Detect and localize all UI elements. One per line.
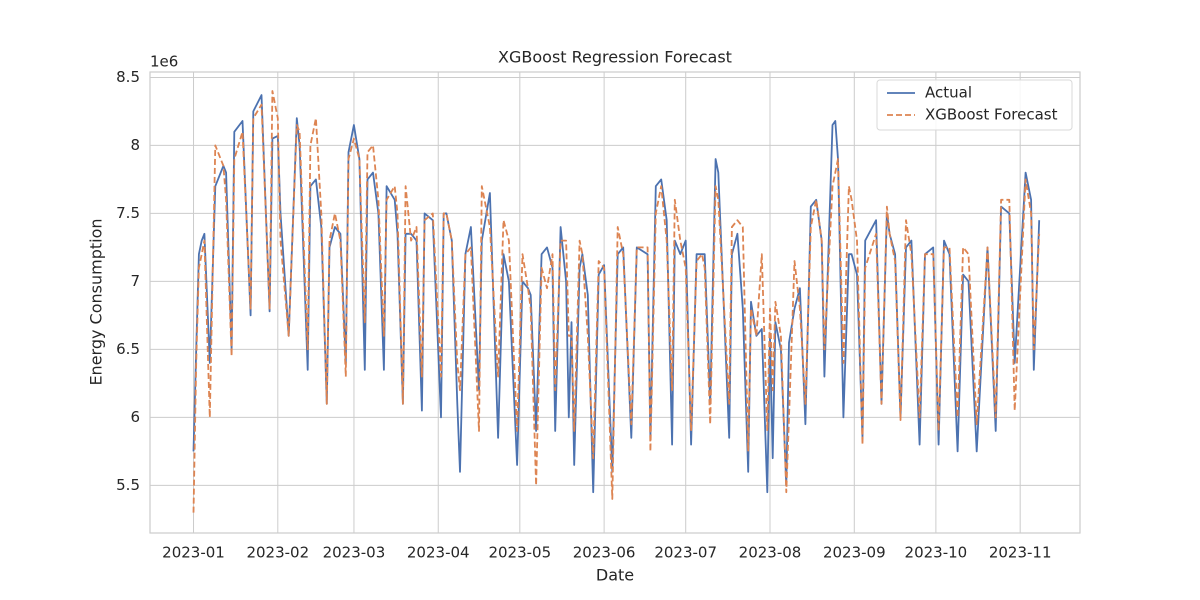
x-tick-label: 2023-10 (905, 544, 968, 562)
x-tick-label: 2023-03 (323, 544, 386, 562)
y-tick-label: 8.5 (116, 68, 140, 86)
legend-box (876, 79, 1073, 131)
x-tick-label: 2023-08 (739, 544, 802, 562)
y-tick-label: 6.5 (116, 340, 140, 358)
x-tick-label: 2023-09 (823, 544, 886, 562)
series-line (192, 90, 1041, 513)
chart-title: XGBoost Regression Forecast (498, 48, 732, 67)
x-tick-label: 2023-01 (162, 544, 225, 562)
x-tick-label: 2023-11 (989, 544, 1052, 562)
legend-label: XGBoost Forecast (925, 106, 1058, 124)
plot-area (192, 90, 1041, 513)
y-tick-label: 6 (130, 408, 140, 426)
x-tick-label: 2023-05 (488, 544, 551, 562)
legend: Actual XGBoost Forecast (876, 79, 1073, 131)
x-tick-label: 2023-06 (573, 544, 636, 562)
plot-frame (149, 71, 1081, 534)
x-tick-label: 2023-07 (654, 544, 717, 562)
y-tick-label: 8 (130, 136, 140, 154)
legend-label: Actual (925, 84, 972, 102)
x-axis-label: Date (596, 566, 634, 585)
x-tick-label: 2023-02 (246, 544, 309, 562)
y-tick-label: 7.5 (116, 204, 140, 222)
y-tick-label: 7 (130, 272, 140, 290)
y-tick-label: 5.5 (116, 476, 140, 494)
x-tick-label: 2023-04 (407, 544, 470, 562)
y-offset-label: 1e6 (150, 53, 178, 71)
y-axis-label: Energy Consumption (87, 218, 106, 385)
